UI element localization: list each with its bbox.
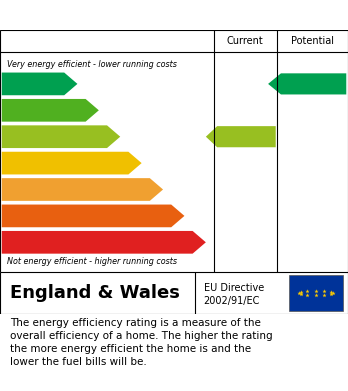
Bar	[289, 275, 343, 310]
Text: (81-91): (81-91)	[6, 106, 34, 115]
Text: F: F	[172, 209, 182, 223]
Polygon shape	[268, 74, 346, 95]
Polygon shape	[2, 126, 120, 148]
Text: Current: Current	[227, 36, 264, 46]
Text: 92: 92	[308, 77, 327, 91]
Polygon shape	[206, 126, 276, 147]
Text: Energy Efficiency Rating: Energy Efficiency Rating	[10, 7, 232, 23]
Text: E: E	[151, 183, 160, 197]
Text: Not energy efficient - higher running costs: Not energy efficient - higher running co…	[7, 257, 177, 266]
Text: EU Directive: EU Directive	[204, 283, 264, 293]
Text: The energy efficiency rating is a measure of the
overall efficiency of a home. T: The energy efficiency rating is a measur…	[10, 318, 273, 368]
Text: Potential: Potential	[291, 36, 334, 46]
Polygon shape	[2, 231, 206, 254]
Text: (69-80): (69-80)	[6, 132, 34, 141]
Text: D: D	[127, 156, 139, 170]
Text: (21-38): (21-38)	[6, 212, 34, 221]
Text: England & Wales: England & Wales	[10, 284, 180, 302]
Polygon shape	[2, 204, 184, 227]
Text: A: A	[64, 77, 74, 91]
Text: 2002/91/EC: 2002/91/EC	[204, 296, 260, 307]
Text: (92-100): (92-100)	[6, 79, 39, 88]
Polygon shape	[2, 73, 77, 95]
Text: G: G	[192, 235, 203, 249]
Text: (1-20): (1-20)	[6, 238, 29, 247]
Polygon shape	[2, 99, 99, 122]
Polygon shape	[2, 152, 142, 174]
Text: B: B	[85, 103, 96, 117]
Text: Very energy efficient - lower running costs: Very energy efficient - lower running co…	[7, 61, 177, 70]
Text: (55-68): (55-68)	[6, 159, 34, 168]
Text: 70: 70	[241, 130, 259, 143]
Polygon shape	[2, 178, 163, 201]
Text: (39-54): (39-54)	[6, 185, 34, 194]
Text: C: C	[107, 130, 117, 144]
